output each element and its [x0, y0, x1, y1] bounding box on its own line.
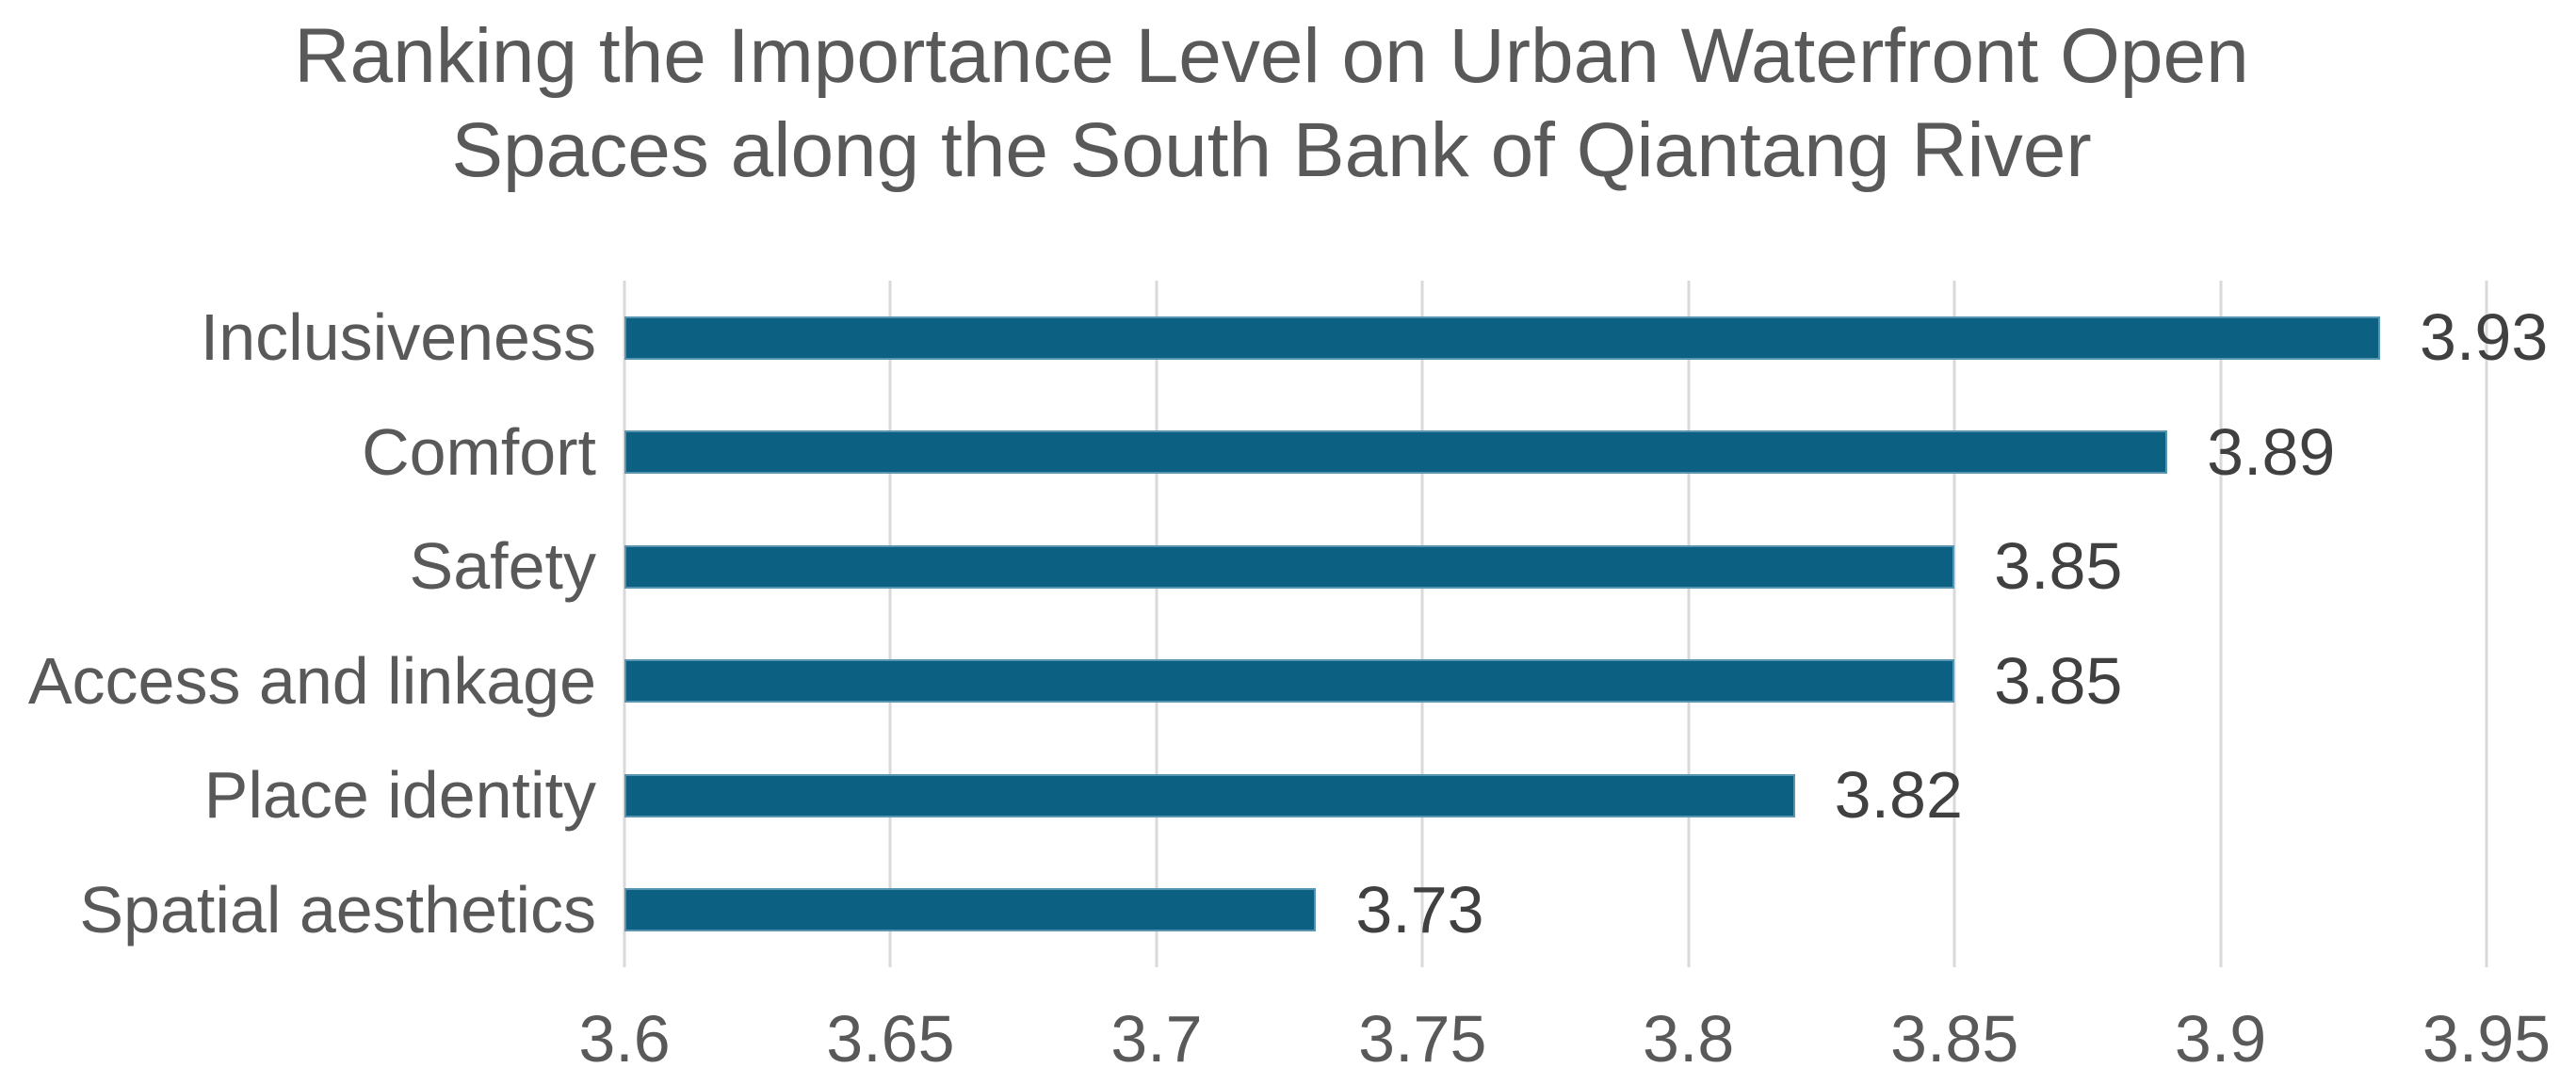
data-label-spatial-aesthetics: 3.73	[1355, 872, 1484, 946]
x-tick-label-3.85: 3.85	[1890, 1002, 2019, 1076]
bar-access-and-linkage	[624, 659, 1955, 703]
gridline-3.9	[2219, 281, 2223, 967]
gridline-3.95	[2485, 281, 2488, 967]
x-tick-label-3.95: 3.95	[2422, 1002, 2552, 1076]
bar-spatial-aesthetics	[624, 888, 1317, 931]
x-tick-label-3.65: 3.65	[826, 1002, 955, 1076]
category-label-spatial-aesthetics: Spatial aesthetics	[79, 872, 596, 946]
gridline-3.75	[1420, 281, 1424, 967]
bar-safety	[624, 544, 1955, 589]
plot-gridlines	[623, 281, 2488, 967]
category-label-place-identity: Place identity	[203, 758, 596, 832]
bar-comfort	[624, 430, 2168, 474]
data-label-safety: 3.85	[1994, 529, 2123, 603]
bar-row-comfort: 3.89	[624, 396, 2487, 510]
value-axis: 3.6 3.65 3.7 3.75 3.8 3.85 3.9 3.95	[0, 996, 2576, 1081]
data-label-place-identity: 3.82	[1834, 758, 1963, 832]
chart-title-line-1: Ranking the Importance Level on Urban Wa…	[294, 13, 2249, 99]
chart-title-line-2: Spaces along the South Bank of Qiantang …	[451, 107, 2092, 193]
category-axis: Inclusiveness Comfort Safety Access and lin…	[0, 281, 596, 967]
category-label-access-and-linkage: Access and linkage	[27, 643, 596, 718]
data-label-comfort: 3.89	[2207, 414, 2336, 489]
gridline-3.85	[1952, 281, 1956, 967]
bar-row-spatial-aesthetics: 3.73	[624, 853, 2487, 968]
bar-row-place-identity: 3.82	[624, 738, 2487, 853]
x-tick-label-3.75: 3.75	[1358, 1002, 1487, 1076]
x-tick-label-3.8: 3.8	[1643, 1002, 1735, 1076]
bar-row-access-and-linkage: 3.85	[624, 624, 2487, 739]
category-label-inclusiveness: Inclusiveness	[200, 300, 596, 374]
bar-inclusiveness	[624, 315, 2381, 360]
chart-title: Ranking the Importance Level on Urban Wa…	[0, 9, 2543, 198]
data-label-access-and-linkage: 3.85	[1994, 643, 2123, 718]
gridline-3.6	[623, 281, 626, 967]
x-tick-label-3.9: 3.9	[2174, 1002, 2267, 1076]
data-label-inclusiveness: 3.93	[2420, 300, 2549, 374]
gridline-3.65	[888, 281, 892, 967]
gridline-3.7	[1155, 281, 1158, 967]
x-tick-label-3.7: 3.7	[1110, 1002, 1203, 1076]
bar-place-identity	[624, 773, 1795, 817]
category-label-safety: Safety	[409, 529, 596, 603]
gridline-3.8	[1687, 281, 1691, 967]
category-label-comfort: Comfort	[362, 414, 596, 489]
x-tick-label-3.6: 3.6	[578, 1002, 671, 1076]
plot-area: 3.93 3.89 3.85 3.85 3.82 3.73	[624, 281, 2548, 968]
bar-row-safety: 3.85	[624, 510, 2487, 624]
bar-row-inclusiveness: 3.93	[624, 281, 2548, 396]
